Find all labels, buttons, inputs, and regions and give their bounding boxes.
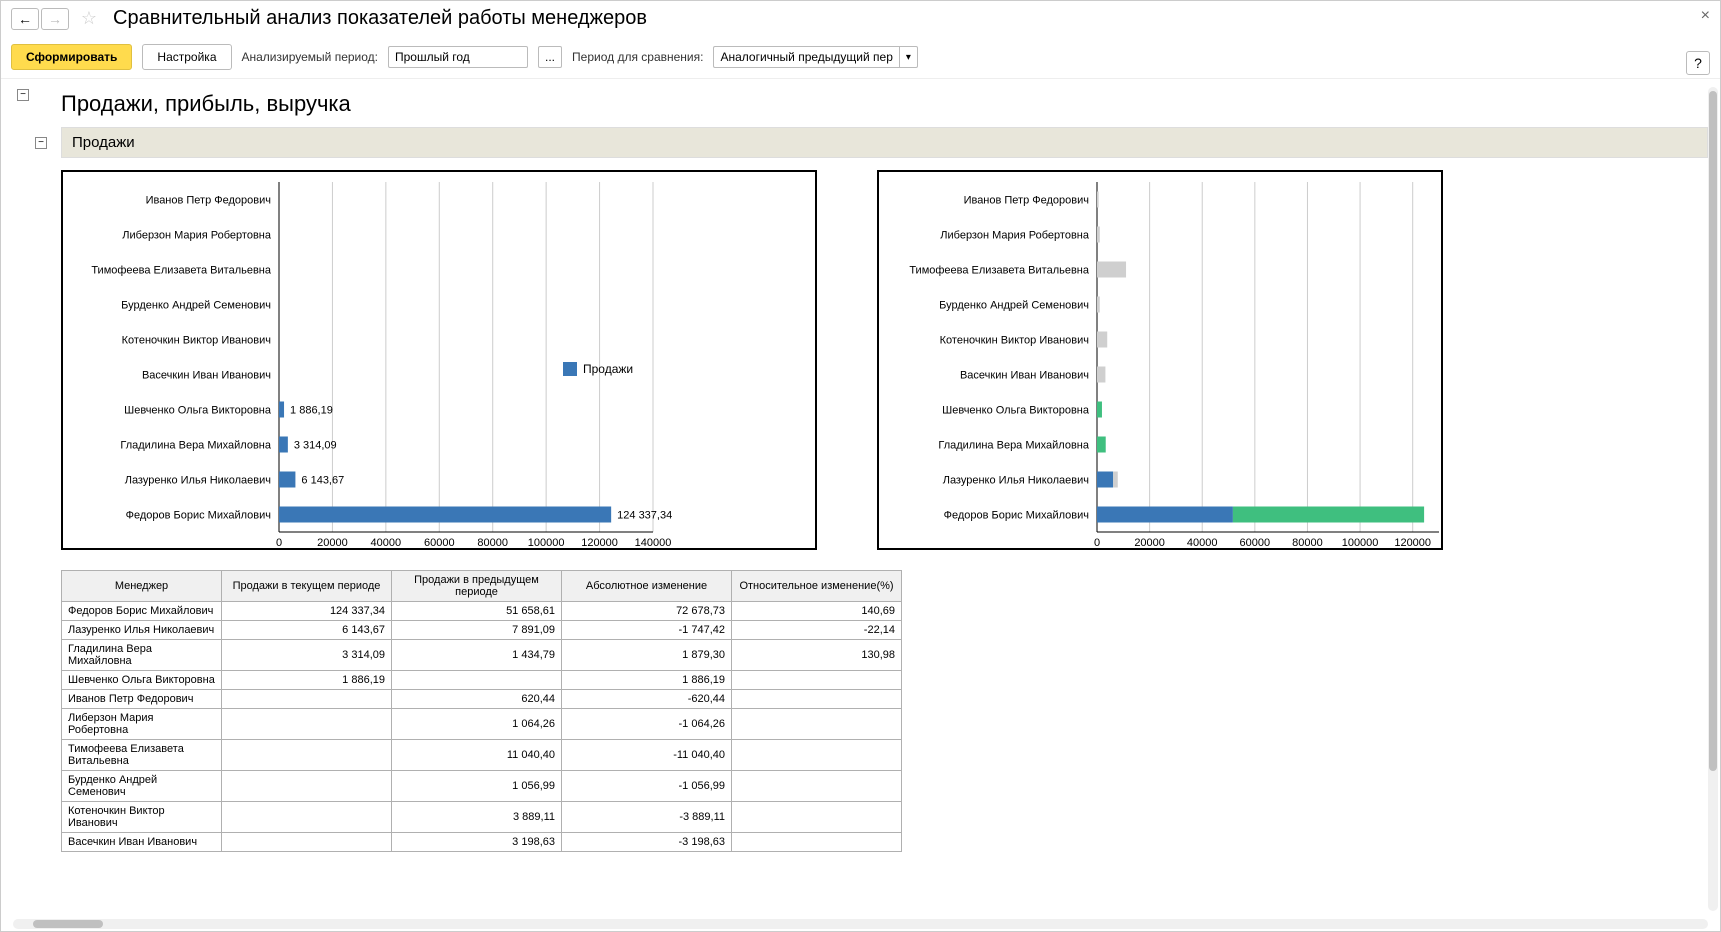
svg-text:120000: 120000 — [581, 537, 618, 548]
svg-text:3 314,09: 3 314,09 — [294, 440, 337, 452]
compare-input[interactable]: Аналогичный предыдущий пер — [713, 46, 898, 68]
period-input[interactable]: Прошлый год — [388, 46, 528, 68]
svg-text:40000: 40000 — [1187, 537, 1218, 548]
svg-text:6 143,67: 6 143,67 — [301, 475, 344, 487]
managers-table: МенеджерПродажи в текущем периодеПродажи… — [61, 570, 902, 852]
vertical-scrollbar[interactable] — [1708, 87, 1718, 911]
table-row[interactable]: Котеночкин Виктор Иванович3 889,11-3 889… — [62, 802, 902, 833]
section-header: Продажи — [61, 127, 1708, 158]
svg-text:120000: 120000 — [1394, 537, 1431, 548]
svg-text:Бурденко Андрей Семенович: Бурденко Андрей Семенович — [121, 300, 271, 312]
forward-button[interactable]: → — [41, 8, 69, 30]
titlebar: ← → ☆ Сравнительный анализ показателей р… — [1, 1, 1720, 36]
period-picker-button[interactable]: ... — [538, 46, 562, 68]
outline-collapse-level1[interactable]: − — [17, 89, 29, 101]
svg-text:1 886,19: 1 886,19 — [290, 405, 333, 417]
table-row[interactable]: Васечкин Иван Иванович3 198,63-3 198,63 — [62, 833, 902, 852]
table-header: Менеджер — [62, 571, 222, 602]
svg-text:60000: 60000 — [1240, 537, 1271, 548]
svg-text:100000: 100000 — [528, 537, 565, 548]
legend-swatch — [563, 362, 577, 376]
table-row[interactable]: Иванов Петр Федорович620,44-620,44 — [62, 690, 902, 709]
horizontal-scrollbar[interactable] — [13, 919, 1708, 929]
outline-collapse-level2[interactable]: − — [35, 137, 47, 149]
report-window: ← → ☆ Сравнительный анализ показателей р… — [0, 0, 1721, 932]
table-header: Относительное изменение(%) — [732, 571, 902, 602]
svg-text:124 337,34: 124 337,34 — [617, 510, 672, 522]
table-row[interactable]: Тимофеева Елизавета Витальевна11 040,40-… — [62, 740, 902, 771]
table-row[interactable]: Либерзон Мария Робертовна1 064,26-1 064,… — [62, 709, 902, 740]
svg-text:Лазуренко Илья Николаевич: Лазуренко Илья Николаевич — [943, 475, 1089, 487]
svg-text:Тимофеева Елизавета Витальевна: Тимофеева Елизавета Витальевна — [91, 265, 272, 277]
svg-text:Васечкин Иван Иванович: Васечкин Иван Иванович — [142, 370, 271, 382]
table-header: Продажи в текущем периоде — [222, 571, 392, 602]
svg-text:Гладилина Вера Михайловна: Гладилина Вера Михайловна — [938, 440, 1090, 452]
svg-text:0: 0 — [276, 537, 282, 548]
chart1-legend: Продажи — [563, 362, 633, 376]
svg-text:Котеночкин Виктор Иванович: Котеночкин Виктор Иванович — [122, 335, 271, 347]
table-header: Абсолютное изменение — [562, 571, 732, 602]
svg-text:60000: 60000 — [424, 537, 455, 548]
chart-sales-compare: 0 20000 40000 60000 80000 100000 120000 Иванов … — [877, 170, 1443, 550]
svg-text:80000: 80000 — [477, 537, 508, 548]
svg-text:Лазуренко Илья Николаевич: Лазуренко Илья Николаевич — [125, 475, 271, 487]
favorite-icon[interactable]: ☆ — [77, 8, 101, 30]
svg-text:Иванов Петр Федорович: Иванов Петр Федорович — [964, 195, 1089, 207]
close-icon[interactable]: × — [1701, 7, 1710, 25]
table-header: Продажи в предыдущем периоде — [392, 571, 562, 602]
svg-text:80000: 80000 — [1292, 537, 1323, 548]
window-title: Сравнительный анализ показателей работы … — [113, 7, 647, 30]
svg-text:0: 0 — [1094, 537, 1100, 548]
svg-text:20000: 20000 — [1134, 537, 1165, 548]
svg-text:100000: 100000 — [1342, 537, 1379, 548]
table-row[interactable]: Гладилина Вера Михайловна3 314,091 434,7… — [62, 640, 902, 671]
back-button[interactable]: ← — [11, 8, 39, 30]
chart-sales-current: 0 20000 40000 60000 80000 100000 120000 140000 И… — [61, 170, 817, 550]
settings-button[interactable]: Настройка — [142, 44, 231, 70]
period-label: Анализируемый период: — [242, 50, 379, 64]
report-canvas: − − Продажи, прибыль, выручка Продажи 0 2… — [13, 87, 1708, 919]
svg-text:Федоров Борис Михайлович: Федоров Борис Михайлович — [944, 510, 1089, 522]
svg-text:Котеночкин Виктор Иванович: Котеночкин Виктор Иванович — [940, 335, 1089, 347]
svg-text:Тимофеева Елизавета Витальевна: Тимофеева Елизавета Витальевна — [909, 265, 1090, 277]
svg-text:Бурденко Андрей Семенович: Бурденко Андрей Семенович — [939, 300, 1089, 312]
svg-text:Либерзон Мария Робертовна: Либерзон Мария Робертовна — [940, 230, 1090, 242]
svg-text:Шевченко Ольга Викторовна: Шевченко Ольга Викторовна — [942, 405, 1090, 417]
table-row[interactable]: Лазуренко Илья Николаевич6 143,677 891,0… — [62, 621, 902, 640]
svg-text:Иванов Петр Федорович: Иванов Петр Федорович — [146, 195, 271, 207]
svg-text:Васечкин Иван Иванович: Васечкин Иван Иванович — [960, 370, 1089, 382]
svg-text:Гладилина Вера Михайловна: Гладилина Вера Михайловна — [120, 440, 272, 452]
report-heading: Продажи, прибыль, выручка — [61, 87, 1708, 127]
toolbar: Сформировать Настройка Анализируемый пер… — [1, 36, 1720, 79]
legend-label: Продажи — [583, 362, 633, 376]
svg-text:20000: 20000 — [317, 537, 348, 548]
table-row[interactable]: Федоров Борис Михайлович124 337,3451 658… — [62, 602, 902, 621]
svg-text:Либерзон Мария Робертовна: Либерзон Мария Робертовна — [122, 230, 272, 242]
svg-text:40000: 40000 — [371, 537, 402, 548]
compare-label: Период для сравнения: — [572, 50, 703, 64]
compare-dropdown-icon[interactable]: ▾ — [899, 46, 918, 68]
table-row[interactable]: Шевченко Ольга Викторовна1 886,191 886,1… — [62, 671, 902, 690]
help-button[interactable]: ? — [1686, 51, 1710, 75]
svg-text:Федоров Борис Михайлович: Федоров Борис Михайлович — [126, 510, 271, 522]
generate-button[interactable]: Сформировать — [11, 44, 132, 70]
svg-text:140000: 140000 — [635, 537, 672, 548]
table-row[interactable]: Бурденко Андрей Семенович1 056,99-1 056,… — [62, 771, 902, 802]
svg-text:Шевченко Ольга Викторовна: Шевченко Ольга Викторовна — [124, 405, 272, 417]
